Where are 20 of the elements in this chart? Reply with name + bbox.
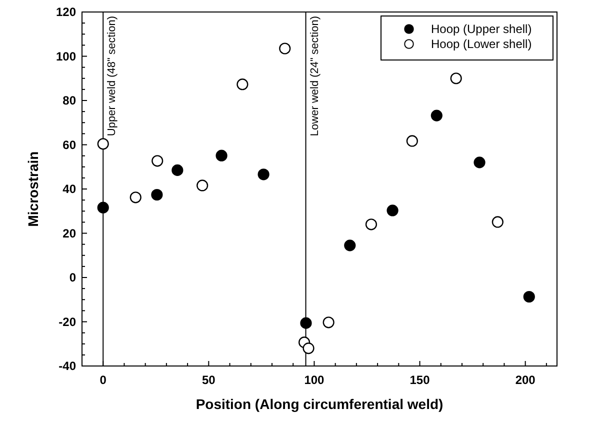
legend-label: Hoop (Upper shell) <box>431 22 532 36</box>
y-tick-label: 40 <box>62 182 76 196</box>
x-tick-label: 50 <box>202 373 216 387</box>
y-tick-label: 120 <box>56 5 76 19</box>
y-tick-label: 60 <box>62 138 76 152</box>
y-tick-label: 100 <box>56 49 76 64</box>
x-axis-title: Position (Along circumferential weld) <box>196 396 444 412</box>
x-tick-label: 0 <box>100 373 107 387</box>
x-tick-label: 100 <box>304 373 325 387</box>
y-axis-title: Microstrain <box>25 151 41 227</box>
y-tick-label: -20 <box>58 314 76 329</box>
y-tick-label: 80 <box>62 94 76 108</box>
y-tick-label: 20 <box>62 226 76 240</box>
y-tick-label: -40 <box>58 359 76 373</box>
legend-label: Hoop (Lower shell) <box>431 37 532 51</box>
ref-line-label: Lower weld (24" section) <box>308 16 321 136</box>
y-tick-label: 0 <box>69 270 76 284</box>
x-tick-label: 150 <box>410 373 430 387</box>
x-tick-label: 200 <box>515 373 536 387</box>
ref-line-label: Upper weld (48" section) <box>106 16 118 136</box>
